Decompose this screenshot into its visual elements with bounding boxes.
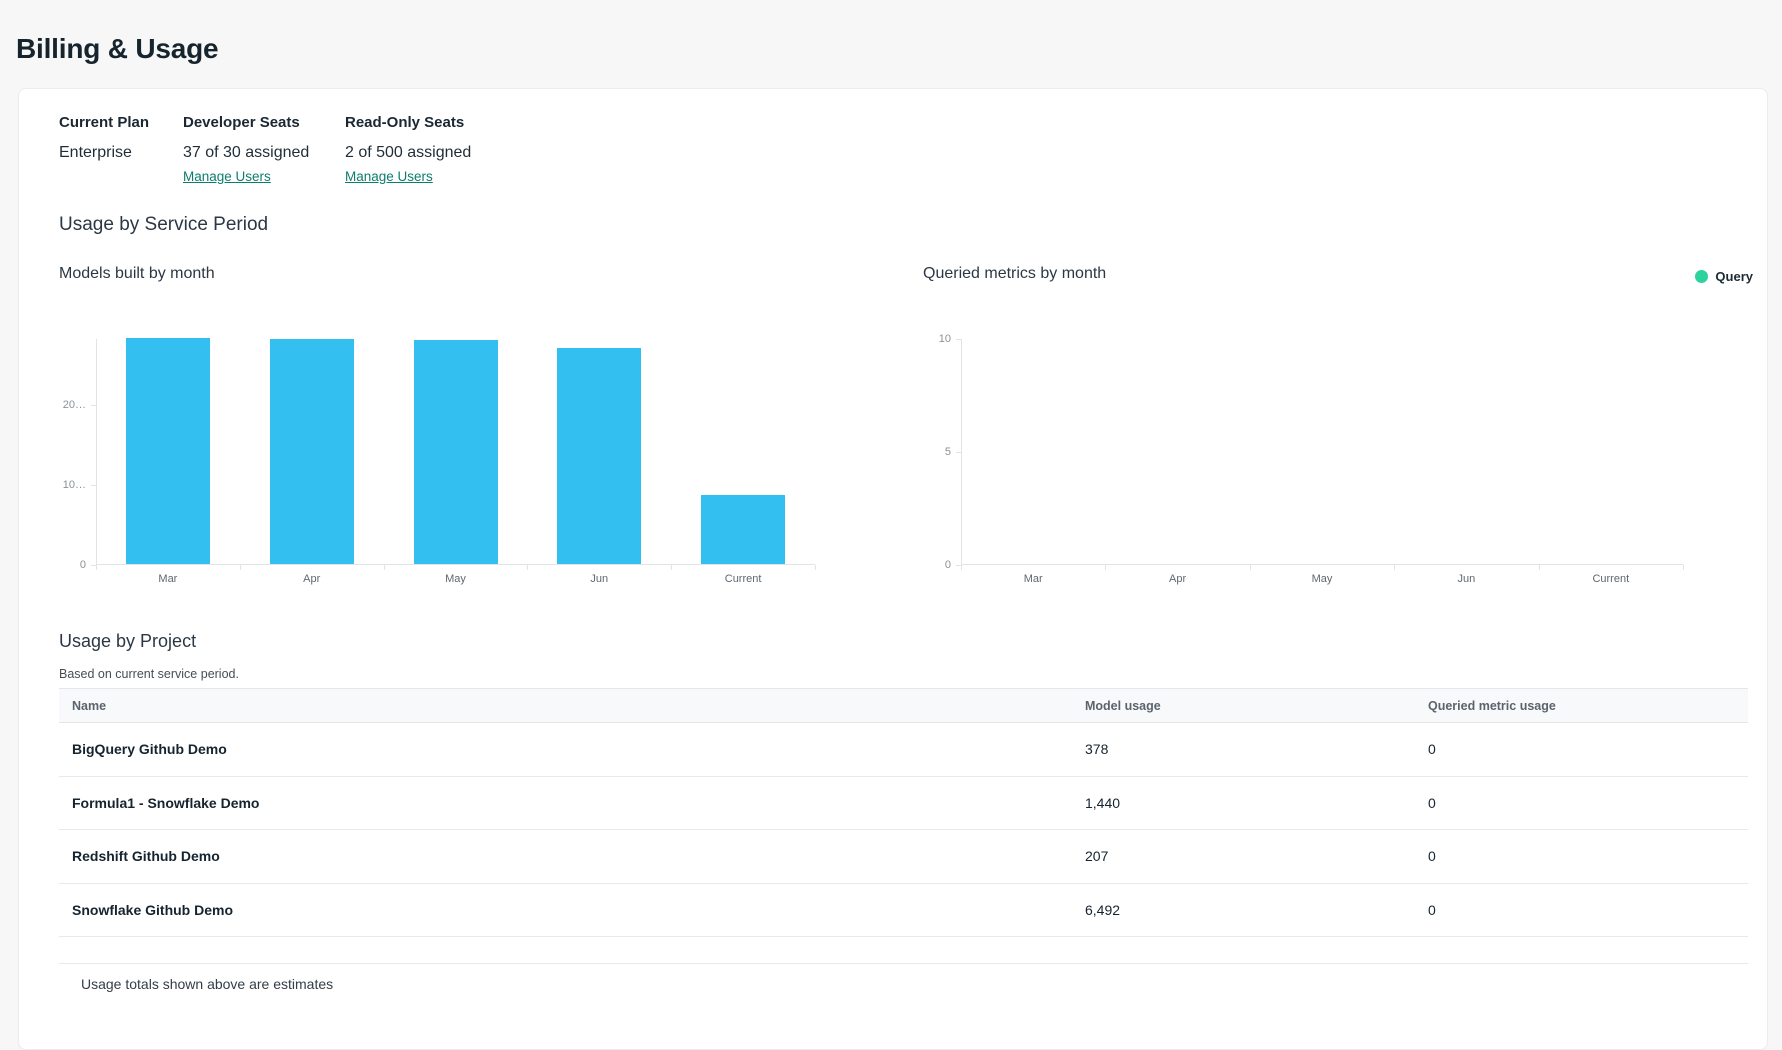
y-axis-line <box>961 339 962 565</box>
y-axis-tick <box>91 484 96 486</box>
table-row: BigQuery Github Demo 378 0 <box>59 723 1748 777</box>
x-axis-label: Apr <box>1169 573 1187 585</box>
project-usage-table: Name Model usage Queried metric usage Bi… <box>59 688 1748 964</box>
bar-mar <box>125 338 210 564</box>
x-axis-label: Jun <box>1457 573 1476 585</box>
queried-metric-usage-value: 0 <box>1428 741 1436 758</box>
x-axis-tick <box>1249 565 1251 570</box>
y-axis-label: 0 <box>944 559 951 571</box>
bar-may <box>413 339 498 564</box>
y-axis-tick <box>91 404 96 406</box>
project-name: Snowflake Github Demo <box>72 901 234 918</box>
x-axis-label: Jun <box>590 573 609 585</box>
x-axis-label: Current <box>724 573 762 585</box>
x-axis-label: Apr <box>303 573 321 585</box>
y-axis-label: 0 <box>79 559 86 571</box>
billing-card: Current Plan Enterprise Developer Seats … <box>18 88 1768 1050</box>
developer-seats-column: Developer Seats 37 of 30 assigned Manage… <box>183 114 309 184</box>
y-axis-tick <box>956 452 961 453</box>
queried-metric-usage-value: 0 <box>1428 794 1436 811</box>
x-axis-label: May <box>445 573 466 585</box>
query-legend-dot-icon <box>1695 270 1709 283</box>
queried-metric-usage-value: 0 <box>1428 901 1436 918</box>
x-axis-tick <box>1105 565 1107 570</box>
y-axis-tick <box>956 565 961 566</box>
page-title: Billing & Usage <box>16 32 219 64</box>
bar-jun <box>557 347 642 564</box>
x-axis-tick <box>527 565 529 570</box>
y-axis-label: 10… <box>62 478 86 491</box>
developer-seats-value: 37 of 30 assigned <box>183 144 310 161</box>
current-plan-label: Current Plan <box>59 114 150 131</box>
model-usage-value: 1,440 <box>1085 794 1121 811</box>
column-header-name: Name <box>72 698 107 713</box>
table-header-row: Name Model usage Queried metric usage <box>59 688 1748 723</box>
x-axis-tick <box>239 565 241 570</box>
readonly-seats-column: Read-Only Seats 2 of 500 assigned Manage… <box>345 114 471 184</box>
project-name: Redshift Github Demo <box>72 848 220 865</box>
x-axis-tick <box>1394 565 1396 570</box>
x-axis-tick <box>383 565 385 570</box>
y-axis-label: 5 <box>944 446 951 458</box>
manage-users-link-developer[interactable]: Manage Users <box>183 169 271 184</box>
y-axis-line <box>96 339 97 565</box>
developer-seats-label: Developer Seats <box>183 114 300 131</box>
x-axis-label: Mar <box>158 573 178 585</box>
queried-metrics-chart: 0 5 10 Mar Apr May Jun Current <box>939 333 1684 585</box>
x-axis-label: Mar <box>1023 573 1043 585</box>
x-axis-label: Current <box>1592 573 1630 585</box>
chart-legend: Query <box>1695 269 1753 284</box>
x-axis-tick <box>1683 565 1684 570</box>
x-axis-tick <box>961 565 962 570</box>
usage-section-title: Usage by Service Period <box>59 214 269 235</box>
project-name: BigQuery Github Demo <box>72 741 227 758</box>
x-axis-tick <box>815 565 816 570</box>
x-axis-tick <box>1538 565 1540 570</box>
model-usage-value: 207 <box>1085 848 1109 865</box>
x-axis-line <box>961 564 1683 565</box>
models-built-chart: 0 10… 20… Mar Apr May Jun Current <box>63 338 816 585</box>
usage-estimates-note: Usage totals shown above are estimates <box>81 976 334 992</box>
bar-current <box>701 495 786 564</box>
queried-chart-title: Queried metrics by month <box>923 265 1107 282</box>
x-axis-label: May <box>1311 573 1333 585</box>
readonly-seats-value: 2 of 500 assigned <box>345 144 472 161</box>
y-axis-tick <box>956 339 961 340</box>
y-axis-label: 20… <box>62 398 86 411</box>
y-axis-label: 10 <box>938 333 951 345</box>
x-axis-line <box>96 564 815 565</box>
x-axis-tick <box>671 565 673 570</box>
billing-usage-page: { "page": { "title": "Billing & Usage" }… <box>16 32 1768 1050</box>
project-usage-title: Usage by Project <box>59 631 197 651</box>
current-plan-column: Current Plan Enterprise <box>59 114 150 161</box>
table-row: Redshift Github Demo 207 0 <box>59 830 1748 884</box>
query-legend-label: Query <box>1715 269 1753 284</box>
table-row: Formula1 - Snowflake Demo 1,440 0 <box>59 776 1748 830</box>
column-header-queried-metric-usage: Queried metric usage <box>1428 698 1556 713</box>
model-usage-value: 6,492 <box>1085 901 1121 918</box>
queried-metric-usage-value: 0 <box>1428 848 1436 865</box>
project-name: Formula1 - Snowflake Demo <box>72 794 260 811</box>
readonly-seats-label: Read-Only Seats <box>345 114 465 131</box>
table-footer-strip <box>59 937 1748 964</box>
x-axis-tick <box>96 565 97 570</box>
y-axis-tick <box>91 565 96 566</box>
current-plan-value: Enterprise <box>59 144 132 161</box>
project-usage-subtitle: Based on current service period. <box>59 667 239 681</box>
table-row: Snowflake Github Demo 6,492 0 <box>59 883 1748 937</box>
bar-apr <box>269 338 354 564</box>
models-chart-title: Models built by month <box>59 265 215 282</box>
manage-users-link-readonly[interactable]: Manage Users <box>345 169 433 184</box>
column-header-model-usage: Model usage <box>1085 698 1161 713</box>
model-usage-value: 378 <box>1085 741 1109 758</box>
